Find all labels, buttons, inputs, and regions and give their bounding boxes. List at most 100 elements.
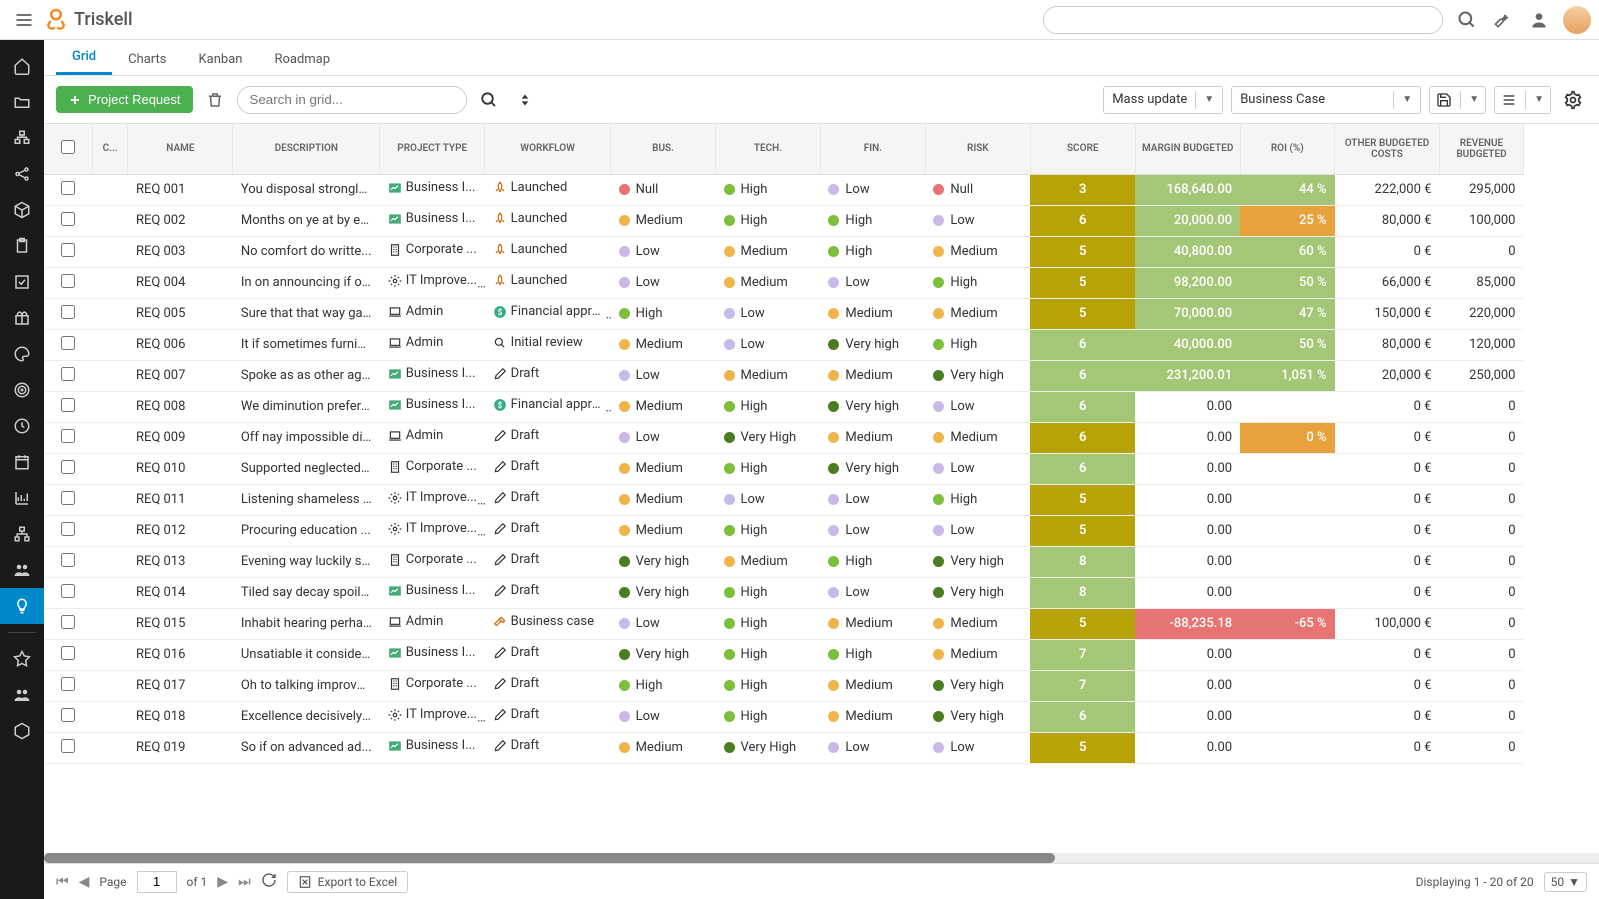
- refresh-icon[interactable]: [261, 872, 277, 892]
- save-view-dropdown[interactable]: ▼: [1429, 86, 1486, 114]
- sidebar-org-icon[interactable]: [0, 120, 44, 156]
- row-checkbox[interactable]: [61, 181, 75, 195]
- column-header[interactable]: C...: [92, 124, 128, 174]
- sidebar-team-icon[interactable]: [0, 552, 44, 588]
- sidebar-gift-icon[interactable]: [0, 300, 44, 336]
- row-checkbox[interactable]: [61, 274, 75, 288]
- next-page-icon[interactable]: ▶: [217, 874, 228, 890]
- select-all-checkbox[interactable]: [61, 140, 75, 154]
- table-row[interactable]: REQ 017Oh to talking improve ...Corporat…: [44, 670, 1524, 701]
- sidebar-palette-icon[interactable]: [0, 336, 44, 372]
- user-icon[interactable]: [1527, 8, 1551, 32]
- page-size-dropdown[interactable]: 50 ▼: [1544, 872, 1587, 892]
- row-checkbox[interactable]: [61, 460, 75, 474]
- tab-roadmap[interactable]: Roadmap: [258, 44, 346, 75]
- row-checkbox[interactable]: [61, 739, 75, 753]
- tab-charts[interactable]: Charts: [112, 44, 182, 75]
- row-checkbox[interactable]: [61, 553, 75, 567]
- row-checkbox[interactable]: [61, 646, 75, 660]
- sidebar-chart-icon[interactable]: [0, 480, 44, 516]
- sidebar-share-icon[interactable]: [0, 156, 44, 192]
- column-header[interactable]: NAME: [128, 124, 233, 174]
- sidebar-calendar-icon[interactable]: [0, 444, 44, 480]
- table-row[interactable]: REQ 009Off nay impossible di...AdminDraf…: [44, 422, 1524, 453]
- settings-gear-icon[interactable]: [1559, 86, 1587, 114]
- sidebar-clipboard-icon[interactable]: [0, 228, 44, 264]
- column-header[interactable]: SCORE: [1030, 124, 1135, 174]
- table-row[interactable]: REQ 003No comfort do writte...Corporate …: [44, 236, 1524, 267]
- brand-logo[interactable]: Triskell: [44, 8, 133, 32]
- business-case-dropdown[interactable]: Business Case ▼: [1231, 86, 1421, 114]
- row-checkbox[interactable]: [61, 677, 75, 691]
- row-checkbox[interactable]: [61, 615, 75, 629]
- user-avatar[interactable]: [1563, 6, 1591, 34]
- sidebar-package-icon[interactable]: [0, 713, 44, 749]
- sort-icon[interactable]: [511, 86, 539, 114]
- grid-search-input[interactable]: [237, 86, 467, 114]
- search-icon[interactable]: [1455, 8, 1479, 32]
- column-header[interactable]: RISK: [925, 124, 1030, 174]
- column-header[interactable]: DESCRIPTION: [233, 124, 380, 174]
- global-search-input[interactable]: [1043, 6, 1443, 34]
- add-project-request-button[interactable]: Project Request: [56, 86, 193, 113]
- horizontal-scrollbar[interactable]: [44, 853, 1599, 863]
- export-excel-button[interactable]: Export to Excel: [287, 871, 408, 893]
- table-row[interactable]: REQ 002Months on ye at by es...Business …: [44, 205, 1524, 236]
- column-header[interactable]: ROI (%): [1240, 124, 1334, 174]
- mass-update-dropdown[interactable]: Mass update ▼: [1103, 86, 1223, 114]
- row-checkbox[interactable]: [61, 491, 75, 505]
- column-header[interactable]: OTHER BUDGETED COSTS: [1335, 124, 1440, 174]
- column-header[interactable]: PROJECT TYPE: [380, 124, 485, 174]
- row-checkbox[interactable]: [61, 429, 75, 443]
- tab-kanban[interactable]: Kanban: [182, 44, 258, 75]
- first-page-icon[interactable]: ⏮: [56, 874, 69, 890]
- sidebar-hierarchy-icon[interactable]: [0, 516, 44, 552]
- last-page-icon[interactable]: ⏭: [238, 874, 251, 890]
- sidebar-check-icon[interactable]: [0, 264, 44, 300]
- row-checkbox[interactable]: [61, 305, 75, 319]
- row-checkbox[interactable]: [61, 336, 75, 350]
- prev-page-icon[interactable]: ◀: [79, 874, 90, 890]
- sidebar-target-icon[interactable]: [0, 372, 44, 408]
- row-checkbox[interactable]: [61, 367, 75, 381]
- column-header[interactable]: WORKFLOW: [485, 124, 611, 174]
- column-header[interactable]: [44, 124, 92, 174]
- table-row[interactable]: REQ 010Supported neglected ...Corporate …: [44, 453, 1524, 484]
- column-header[interactable]: REVENUE BUDGETED: [1439, 124, 1523, 174]
- table-row[interactable]: REQ 012Procuring education ...IT Improve…: [44, 515, 1524, 546]
- sidebar-home-icon[interactable]: [0, 48, 44, 84]
- table-row[interactable]: REQ 016Unsatiable it consider...Business…: [44, 639, 1524, 670]
- row-checkbox[interactable]: [61, 708, 75, 722]
- sidebar-star-icon[interactable]: [0, 641, 44, 677]
- table-row[interactable]: REQ 019So if on advanced ad...Business I…: [44, 732, 1524, 763]
- row-checkbox[interactable]: [61, 522, 75, 536]
- table-row[interactable]: REQ 005Sure that that way ga...Admin$Fin…: [44, 298, 1524, 329]
- sidebar-idea-icon[interactable]: [0, 588, 44, 624]
- table-row[interactable]: REQ 007Spoke as as other ag...Business I…: [44, 360, 1524, 391]
- sidebar-folder-icon[interactable]: [0, 84, 44, 120]
- row-checkbox[interactable]: [61, 243, 75, 257]
- table-row[interactable]: REQ 004In on announcing if of...IT Impro…: [44, 267, 1524, 298]
- table-row[interactable]: REQ 001You disposal strongly ...Business…: [44, 174, 1524, 205]
- tab-grid[interactable]: Grid: [56, 41, 112, 75]
- table-row[interactable]: REQ 013Evening way luckily s...Corporate…: [44, 546, 1524, 577]
- list-view-dropdown[interactable]: ▼: [1494, 86, 1551, 114]
- row-checkbox[interactable]: [61, 212, 75, 226]
- wrench-icon[interactable]: [1491, 8, 1515, 32]
- sidebar-box-icon[interactable]: [0, 192, 44, 228]
- page-number-input[interactable]: [137, 871, 177, 893]
- table-row[interactable]: REQ 014Tiled say decay spoil ...Business…: [44, 577, 1524, 608]
- sidebar-people-icon[interactable]: [0, 677, 44, 713]
- table-row[interactable]: REQ 018Excellence decisively ...IT Impro…: [44, 701, 1524, 732]
- column-header[interactable]: BUS.: [611, 124, 716, 174]
- search-grid-icon[interactable]: [475, 86, 503, 114]
- column-header[interactable]: FIN.: [820, 124, 925, 174]
- row-checkbox[interactable]: [61, 584, 75, 598]
- table-row[interactable]: REQ 006It if sometimes furnis...AdminIni…: [44, 329, 1524, 360]
- delete-icon[interactable]: [201, 86, 229, 114]
- table-row[interactable]: REQ 008We diminution prefere...Business …: [44, 391, 1524, 422]
- sidebar-clock-icon[interactable]: [0, 408, 44, 444]
- column-header[interactable]: MARGIN BUDGETED: [1135, 124, 1240, 174]
- table-row[interactable]: REQ 015Inhabit hearing perha...AdminBusi…: [44, 608, 1524, 639]
- hamburger-menu[interactable]: [8, 4, 40, 36]
